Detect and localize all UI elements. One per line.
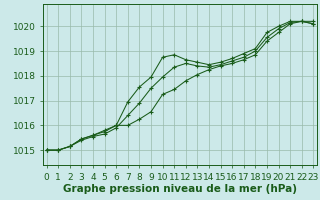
X-axis label: Graphe pression niveau de la mer (hPa): Graphe pression niveau de la mer (hPa) [63, 184, 297, 194]
